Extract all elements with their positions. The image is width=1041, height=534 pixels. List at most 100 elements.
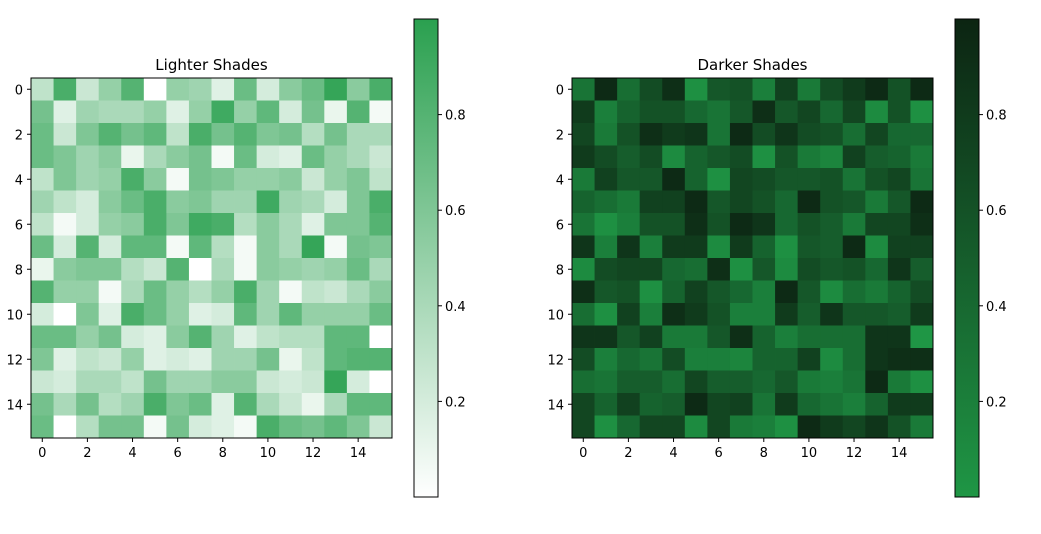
heatmap-cell-darker	[639, 100, 663, 124]
heatmap-cell-lighter	[143, 190, 167, 214]
chart-title-darker: Darker Shades	[697, 56, 807, 74]
heatmap-cell-lighter	[76, 168, 100, 191]
heatmap-cell-darker	[865, 145, 889, 169]
y-tick-label-darker: 14	[547, 398, 564, 413]
heatmap-cell-darker	[797, 370, 821, 394]
heatmap-cell-lighter	[301, 325, 325, 349]
heatmap-cell-darker	[617, 280, 641, 304]
y-tick-label-lighter: 4	[15, 173, 23, 188]
heatmap-cell-lighter	[346, 100, 370, 124]
heatmap-cell-lighter	[324, 348, 348, 371]
heatmap-cell-lighter	[188, 280, 212, 304]
heatmap-cell-darker	[662, 190, 686, 214]
heatmap-cell-darker	[910, 190, 934, 214]
x-axis-darker: 0 2 4 6 8 10 12 14	[579, 438, 907, 461]
heatmap-cell-darker	[662, 123, 686, 146]
heatmap-cell-darker	[572, 348, 595, 371]
heatmap-cell-darker	[820, 100, 844, 124]
colorbar-darker: 0.2 0.4 0.6 0.8	[954, 18, 1007, 498]
heatmap-cell-darker	[729, 78, 753, 101]
x-axis-lighter: 0 2 4 6 8 10 12 14	[38, 438, 366, 461]
heatmap-cell-darker	[887, 280, 911, 304]
heatmap-cell-darker	[684, 78, 708, 101]
heatmap-cell-lighter	[234, 258, 258, 281]
y-tick-label-lighter: 2	[15, 128, 23, 143]
heatmap-cell-darker	[865, 168, 889, 191]
heatmap-cell-lighter	[188, 213, 212, 236]
heatmap-cell-darker	[842, 258, 866, 281]
heatmap-cell-darker	[752, 145, 776, 169]
heatmap-cell-darker	[729, 145, 753, 169]
heatmap-cell-darker	[820, 348, 844, 371]
colorbar-ticks-lighter: 0.2 0.4 0.6 0.8	[438, 109, 466, 410]
heatmap-cell-darker	[797, 100, 821, 124]
heatmap-cell-lighter	[324, 325, 348, 349]
heatmap-cell-darker	[887, 235, 911, 259]
heatmap-cell-darker	[910, 280, 934, 304]
heatmap-cell-lighter	[76, 78, 100, 101]
y-tick-label-darker: 10	[547, 308, 564, 323]
heatmap-cell-darker	[797, 213, 821, 236]
heatmap-cell-lighter	[211, 168, 235, 191]
heatmap-cell-lighter	[121, 168, 145, 191]
heatmap-cell-darker	[707, 258, 731, 281]
heatmap-cell-darker	[707, 100, 731, 124]
heatmap-cell-lighter	[234, 213, 258, 236]
heatmap-cell-darker	[820, 258, 844, 281]
heatmap-cell-lighter	[369, 370, 393, 394]
heatmap-cell-darker	[842, 168, 866, 191]
heatmap-cell-lighter	[76, 235, 100, 259]
heatmap-cell-darker	[752, 258, 776, 281]
heatmap-cell-lighter	[301, 280, 325, 304]
heatmap-cell-lighter	[279, 78, 303, 101]
heatmap-cell-darker	[617, 100, 641, 124]
heatmap-cell-lighter	[143, 348, 167, 371]
heatmap-panel-lighter: Lighter Shades 0 2 4 6 8 10 12 14 0 2 4 6 8 10 12 14	[6, 56, 393, 461]
heatmap-cell-darker	[775, 370, 799, 394]
heatmap-cell-darker	[662, 78, 686, 101]
heatmap-cell-lighter	[121, 145, 145, 169]
heatmap-cell-darker	[639, 78, 663, 101]
heatmap-cell-lighter	[369, 190, 393, 214]
x-tick-label-darker: 4	[669, 446, 677, 461]
heatmap-cell-lighter	[53, 303, 77, 326]
heatmap-cell-lighter	[324, 168, 348, 191]
heatmap-cell-darker	[887, 190, 911, 214]
heatmap-cell-darker	[639, 393, 663, 416]
heatmap-cell-lighter	[256, 190, 280, 214]
heatmap-cell-darker	[797, 258, 821, 281]
heatmap-cell-lighter	[369, 213, 393, 236]
heatmap-cell-lighter	[121, 280, 145, 304]
heatmap-cell-darker	[752, 100, 776, 124]
heatmap-cell-lighter	[76, 325, 100, 349]
heatmap-cell-lighter	[346, 235, 370, 259]
heatmap-cell-darker	[639, 325, 663, 349]
heatmap-cell-lighter	[121, 100, 145, 124]
heatmap-cell-darker	[707, 370, 731, 394]
heatmap-cell-darker	[910, 393, 934, 416]
heatmap-cell-darker	[594, 370, 618, 394]
heatmap-cell-darker	[662, 168, 686, 191]
x-tick-label-lighter: 6	[174, 446, 182, 461]
heatmap-cell-darker	[684, 348, 708, 371]
heatmap-cell-lighter	[369, 393, 393, 416]
heatmap-cell-lighter	[279, 190, 303, 214]
heatmap-cell-darker	[797, 235, 821, 259]
heatmap-cell-lighter	[166, 78, 190, 101]
heatmap-cell-lighter	[301, 123, 325, 146]
heatmap-cell-darker	[752, 78, 776, 101]
heatmap-cell-darker	[820, 370, 844, 394]
heatmap-cell-darker	[572, 235, 595, 259]
heatmap-cell-lighter	[98, 348, 122, 371]
heatmap-cell-lighter	[234, 100, 258, 124]
heatmap-cell-darker	[617, 325, 641, 349]
heatmap-cell-lighter	[234, 145, 258, 169]
heatmap-cell-darker	[617, 370, 641, 394]
heatmap-cell-darker	[842, 415, 866, 439]
heatmap-cell-darker	[865, 415, 889, 439]
heatmap-cell-lighter	[211, 348, 235, 371]
heatmap-cell-lighter	[166, 370, 190, 394]
heatmap-cell-lighter	[121, 213, 145, 236]
heatmap-cell-darker	[639, 145, 663, 169]
heatmap-cell-darker	[662, 393, 686, 416]
